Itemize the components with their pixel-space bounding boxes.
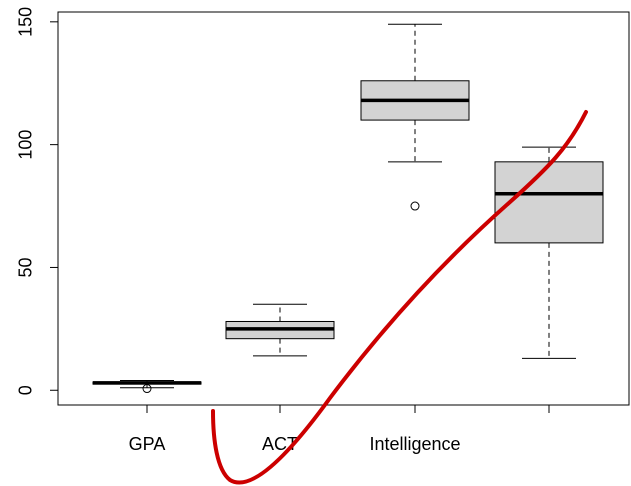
boxes: [92, 23, 604, 394]
box-group: [225, 303, 335, 357]
hand-drawn-red-curve: [211, 110, 588, 485]
y-tick-label: 150: [15, 7, 35, 37]
outlier-point: [410, 201, 420, 211]
box-group: [92, 379, 202, 394]
iqr-box: [494, 161, 604, 244]
plot-frame: [57, 11, 630, 406]
box-group: [494, 146, 604, 359]
x-axis: GPA ACT Intelligence: [129, 405, 550, 454]
y-tick-label: 100: [15, 130, 35, 160]
y-axis: 0 50 100 150: [15, 7, 58, 395]
box-group: [360, 23, 470, 211]
x-tick-label: GPA: [129, 434, 166, 454]
outlier-point: [142, 384, 152, 394]
y-tick-label: 50: [15, 257, 35, 277]
y-tick-label: 0: [15, 385, 35, 395]
x-tick-label: Intelligence: [369, 434, 460, 454]
